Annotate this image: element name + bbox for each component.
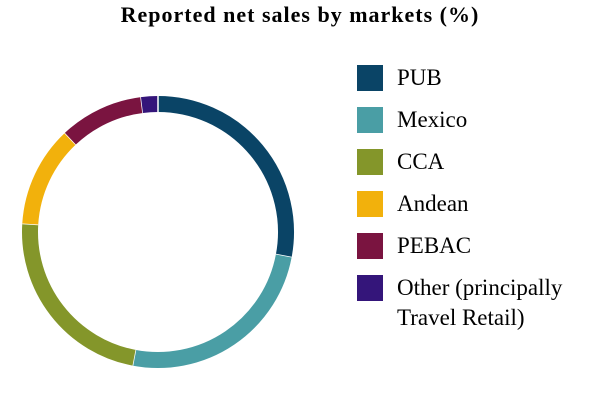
legend-swatch	[357, 191, 383, 217]
legend-label: Mexico	[397, 107, 468, 132]
legend-swatch	[357, 275, 383, 301]
legend-label: PUB	[397, 65, 442, 90]
legend-swatch	[357, 65, 383, 91]
legend-label: Andean	[397, 191, 469, 216]
donut-segment	[140, 96, 159, 113]
legend-item: Andean	[357, 189, 597, 219]
legend: PUB Mexico CCA Andean PEBAC Other (principall…	[357, 63, 597, 345]
legend-item: PUB	[357, 63, 597, 93]
chart-title: Reported net sales by markets (%)	[120, 2, 480, 27]
legend-swatch	[357, 107, 383, 133]
donut-segment	[132, 254, 292, 368]
legend-item: PEBAC	[357, 231, 597, 261]
legend-swatch	[357, 233, 383, 259]
legend-label: CCA	[397, 149, 445, 174]
donut-segment	[22, 223, 136, 366]
donut-segment	[157, 96, 294, 258]
donut-segment	[22, 132, 76, 225]
legend-item: Other (principally Travel Retail)	[357, 273, 597, 333]
legend-label: PEBAC	[397, 233, 472, 258]
donut-segment	[64, 97, 144, 145]
legend-swatch	[357, 149, 383, 175]
legend-label: Other (principally Travel Retail)	[397, 275, 563, 330]
legend-item: CCA	[357, 147, 597, 177]
legend-item: Mexico	[357, 105, 597, 135]
